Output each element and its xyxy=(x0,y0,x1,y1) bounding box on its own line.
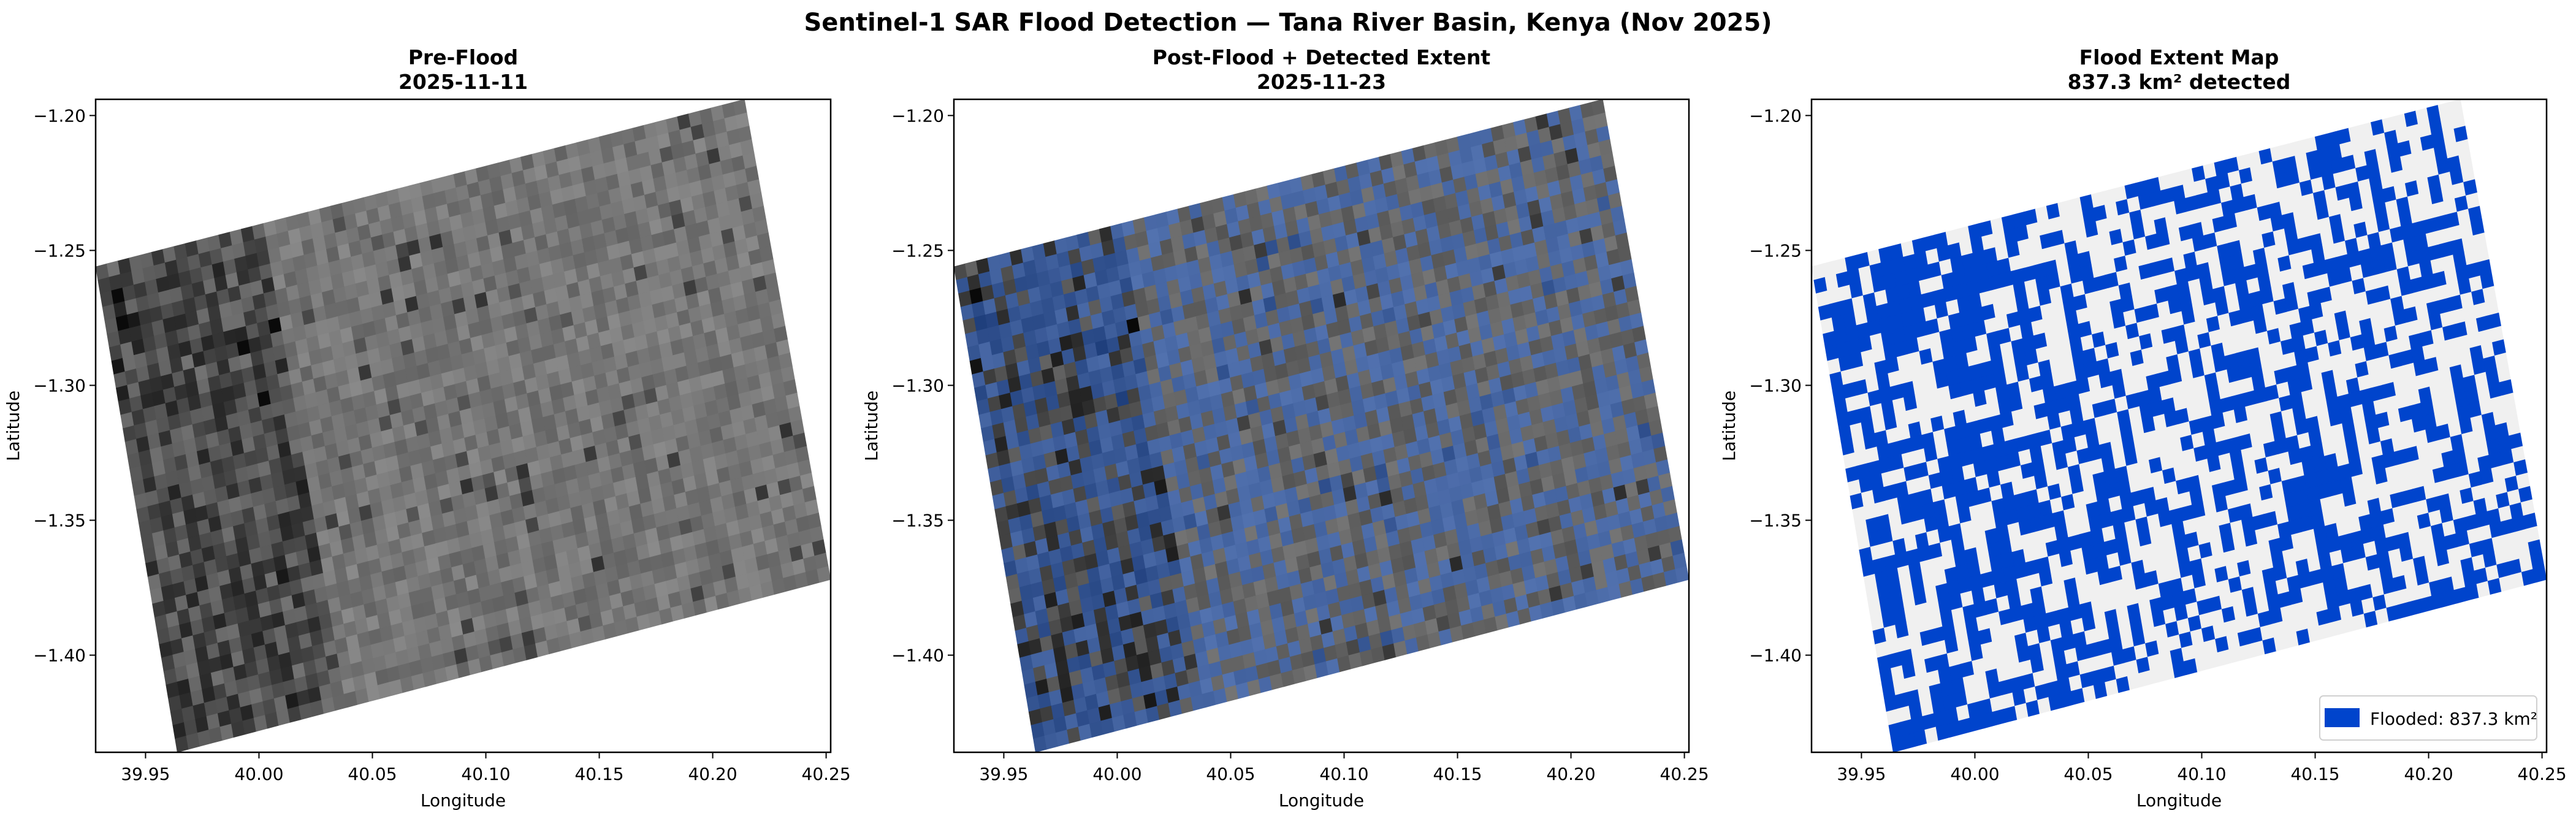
x-tick-label: 39.95 xyxy=(121,764,170,784)
raster-image xyxy=(954,99,1689,752)
panel-subtitle: 2025-11-11 xyxy=(398,70,528,94)
axes-frame xyxy=(953,98,1690,754)
x-tick-label: 40.15 xyxy=(1433,764,1482,784)
y-tick-label: −1.35 xyxy=(33,511,86,531)
y-tick-label: −1.20 xyxy=(33,105,86,126)
x-tick-label: 40.20 xyxy=(1546,764,1595,784)
x-tick-label: 40.25 xyxy=(802,764,851,784)
panel-title: Pre-Flood xyxy=(408,45,518,69)
figure-title: Sentinel-1 SAR Flood Detection — Tana Ri… xyxy=(804,9,1772,37)
x-tick-label: 40.10 xyxy=(461,764,510,784)
axes-frame xyxy=(94,98,832,754)
y-tick-label: −1.25 xyxy=(891,240,944,261)
x-tick-label: 40.10 xyxy=(1319,764,1368,784)
panel-title: Post-Flood + Detected Extent xyxy=(1153,45,1491,69)
x-tick-label: 40.05 xyxy=(1206,764,1255,784)
y-tick-label: −1.30 xyxy=(33,375,86,395)
x-tick-label: 39.95 xyxy=(979,764,1028,784)
y-axis-label: Latitude xyxy=(861,391,882,461)
x-tick-label: 40.05 xyxy=(348,764,397,784)
y-tick-label: −1.40 xyxy=(33,646,86,666)
x-tick-label: 40.15 xyxy=(574,764,623,784)
y-axis-label: Latitude xyxy=(3,391,23,461)
y-tick-label: −1.25 xyxy=(33,240,86,261)
raster-image xyxy=(1812,99,2547,752)
x-axis-label: Longitude xyxy=(1279,790,1364,811)
x-tick-label: 40.20 xyxy=(688,764,737,784)
raster-image xyxy=(96,99,831,752)
y-tick-label: −1.20 xyxy=(891,105,944,126)
x-tick-label: 40.00 xyxy=(1092,764,1141,784)
y-tick-label: −1.40 xyxy=(891,646,944,666)
x-tick-label: 40.00 xyxy=(234,764,283,784)
panel-subtitle: 2025-11-23 xyxy=(1257,70,1386,94)
raster-cell xyxy=(817,566,831,583)
x-tick-label: 40.25 xyxy=(1660,764,1709,784)
y-tick-label: −1.30 xyxy=(891,375,944,395)
raster-cell xyxy=(1675,566,1689,583)
x-axis-label: Longitude xyxy=(421,790,506,811)
y-tick-label: −1.35 xyxy=(891,511,944,531)
